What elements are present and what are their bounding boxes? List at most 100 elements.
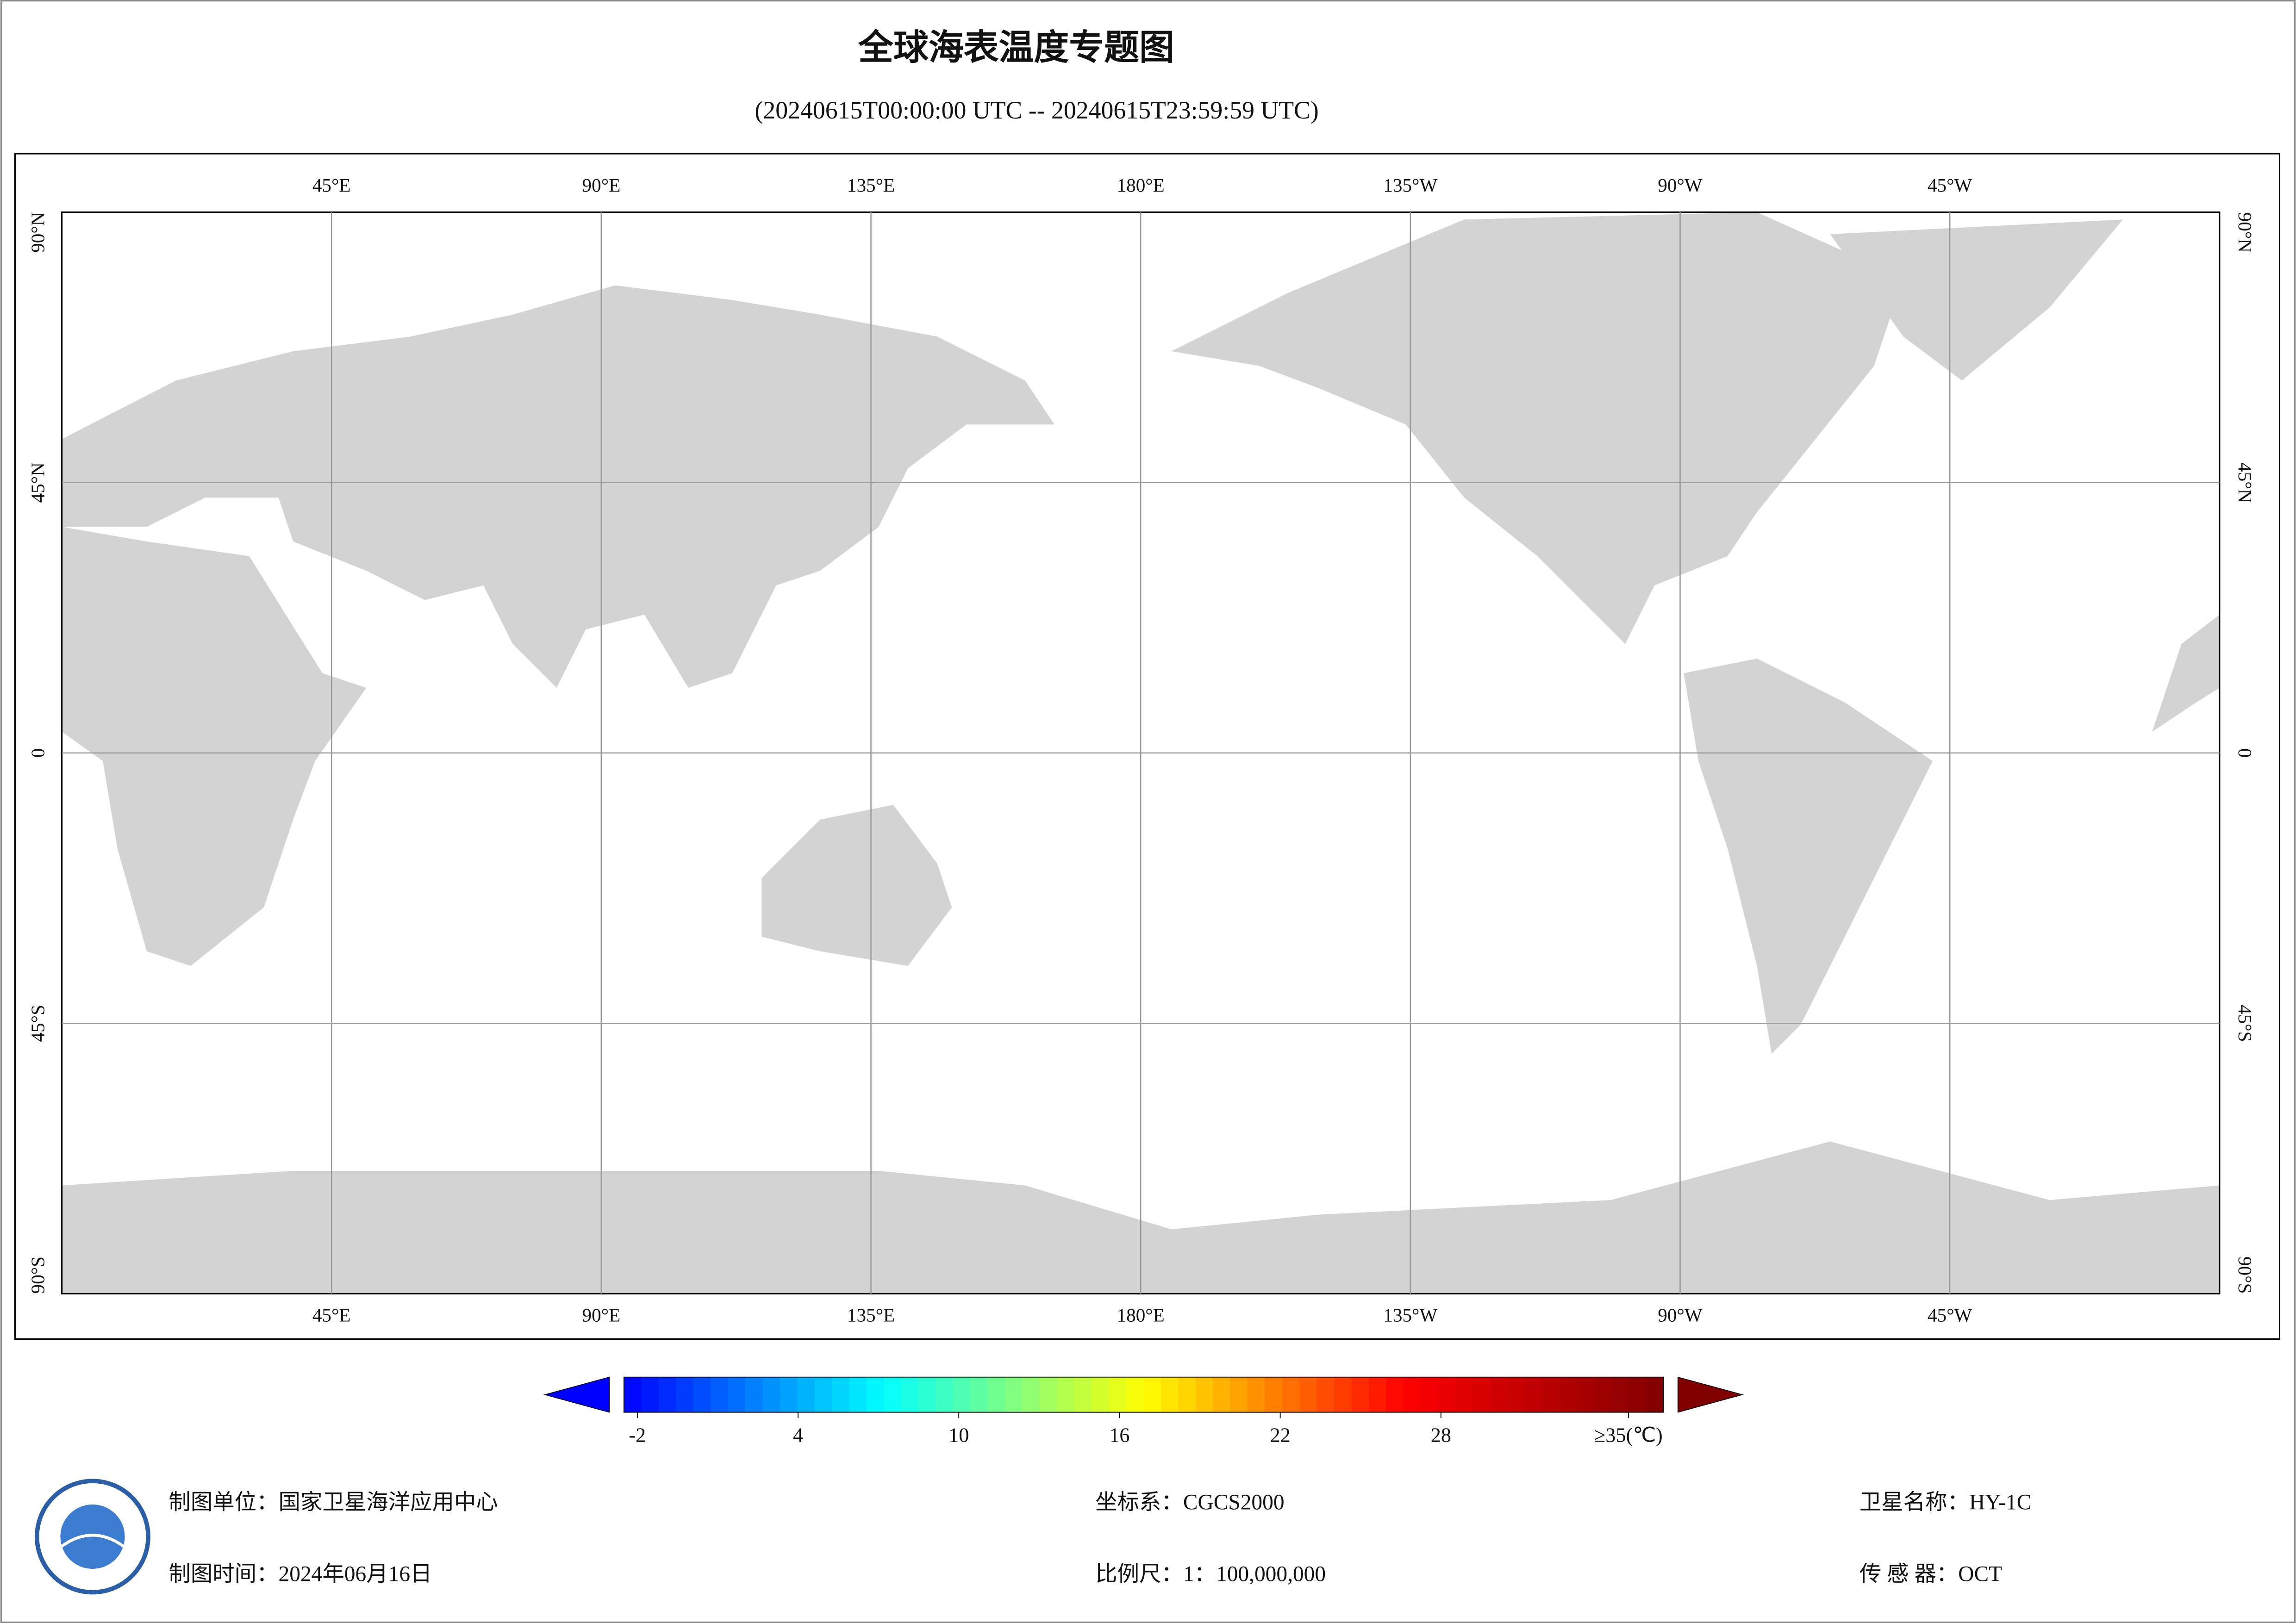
colorbar-cell bbox=[1057, 1377, 1075, 1412]
colorbar-cell bbox=[658, 1377, 677, 1412]
subtitle: (20240615T00:00:00 UTC -- 20240615T23:59… bbox=[755, 96, 1319, 124]
colorbar-cell bbox=[1316, 1377, 1335, 1412]
colorbar-cell bbox=[1455, 1377, 1473, 1412]
west-africa bbox=[2152, 615, 2220, 732]
colorbar-label: 16 bbox=[1109, 1424, 1129, 1447]
colorbar-cell bbox=[1507, 1377, 1526, 1412]
map-frame bbox=[14, 153, 2281, 1340]
colorbar-cell bbox=[901, 1377, 919, 1412]
colorbar-label: ≥35(℃) bbox=[1594, 1424, 1663, 1447]
colorbar-cell bbox=[1074, 1377, 1092, 1412]
title: 全球海表温度专题图 bbox=[858, 27, 1174, 68]
logo-wave bbox=[58, 1534, 127, 1550]
colorbar-cell bbox=[1092, 1377, 1110, 1412]
colorbar-cell bbox=[1126, 1377, 1144, 1412]
colorbar-cell bbox=[676, 1377, 694, 1412]
colorbar-cell bbox=[1438, 1377, 1456, 1412]
colorbar-label: 4 bbox=[793, 1424, 803, 1447]
colorbar-cell bbox=[710, 1377, 729, 1412]
lon-label-bottom: 180°E bbox=[1117, 1305, 1165, 1326]
colorbar-cell bbox=[1299, 1377, 1317, 1412]
lon-label-bottom: 90°E bbox=[582, 1305, 621, 1326]
colorbar-cell bbox=[1178, 1377, 1197, 1412]
colorbar-cell bbox=[831, 1377, 850, 1412]
colorbar-cell bbox=[1611, 1377, 1629, 1412]
colorbar-cell bbox=[936, 1377, 954, 1412]
colorbar-cell bbox=[1628, 1377, 1647, 1412]
australia bbox=[761, 805, 952, 966]
colorbar-cell bbox=[745, 1377, 763, 1412]
footer-item: 传 感 器：OCT bbox=[1859, 1562, 2002, 1586]
colorbar-cell bbox=[1160, 1377, 1179, 1412]
lat-label-right: 90°N bbox=[2234, 212, 2256, 253]
colorbar-cell bbox=[1143, 1377, 1162, 1412]
colorbar-cell bbox=[1265, 1377, 1283, 1412]
colorbar-cell bbox=[987, 1377, 1006, 1412]
colorbar-cell bbox=[1524, 1377, 1543, 1412]
colorbar-label: 28 bbox=[1431, 1424, 1451, 1447]
colorbar-cell bbox=[918, 1377, 936, 1412]
africa bbox=[62, 527, 367, 966]
colorbar-over-arrow bbox=[1677, 1376, 1744, 1413]
colorbar-cell bbox=[1542, 1377, 1560, 1412]
colorbar-cell bbox=[1109, 1377, 1127, 1412]
lon-label-top: 135°W bbox=[1383, 174, 1437, 196]
lat-label-left: 0 bbox=[27, 748, 49, 758]
colorbar-label: -2 bbox=[629, 1424, 646, 1447]
colorbar-cell bbox=[884, 1377, 902, 1412]
colorbar-cell bbox=[1248, 1377, 1266, 1412]
south-america bbox=[1684, 659, 1933, 1054]
colorbar-cell bbox=[1594, 1377, 1612, 1412]
colorbar-cell bbox=[970, 1377, 988, 1412]
colorbar-label: 22 bbox=[1270, 1424, 1291, 1447]
footer-item: 卫星名称：HY-1C bbox=[1859, 1491, 2031, 1515]
colorbar-border bbox=[623, 1376, 1664, 1413]
colorbar-cell bbox=[1351, 1377, 1370, 1412]
colorbar-cell bbox=[1334, 1377, 1352, 1412]
colorbar-label: 10 bbox=[948, 1424, 969, 1447]
lat-label-right: 45°S bbox=[2234, 1005, 2256, 1042]
lon-label-top: 90°E bbox=[582, 174, 621, 196]
colorbar-cell bbox=[1005, 1377, 1023, 1412]
colorbar-cell bbox=[814, 1377, 833, 1412]
lon-label-bottom: 90°W bbox=[1658, 1305, 1703, 1326]
lon-label-top: 45°W bbox=[1928, 174, 1972, 196]
lat-label-left: 45°N bbox=[27, 462, 49, 503]
lon-label-top: 135°E bbox=[847, 174, 895, 196]
greenland bbox=[1830, 219, 2123, 381]
colorbar-cell bbox=[1403, 1377, 1422, 1412]
lat-label-right: 45°N bbox=[2234, 462, 2256, 503]
lat-label-left: 90°S bbox=[27, 1256, 49, 1293]
colorbar-cell bbox=[1213, 1377, 1231, 1412]
lon-label-bottom: 135°E bbox=[847, 1305, 895, 1326]
lon-label-bottom: 45°W bbox=[1928, 1305, 1972, 1326]
lat-label-right: 90°S bbox=[2234, 1256, 2256, 1293]
colorbar-cell bbox=[849, 1377, 867, 1412]
colorbar-cell bbox=[1022, 1377, 1041, 1412]
colorbar-cell bbox=[624, 1377, 642, 1412]
lon-label-bottom: 45°E bbox=[312, 1305, 351, 1326]
north-america bbox=[1171, 212, 1903, 644]
colorbar-cell bbox=[728, 1377, 746, 1412]
logo bbox=[35, 1479, 150, 1595]
colorbar-cell bbox=[1490, 1377, 1508, 1412]
lat-label-left: 45°S bbox=[27, 1005, 49, 1042]
lon-label-top: 180°E bbox=[1117, 174, 1165, 196]
colorbar-cell bbox=[1368, 1377, 1387, 1412]
colorbar-cell bbox=[1559, 1377, 1578, 1412]
colorbar-cell bbox=[641, 1377, 659, 1412]
lat-label-right: 0 bbox=[2234, 748, 2256, 758]
colorbar-cell bbox=[1386, 1377, 1404, 1412]
colorbar-cell bbox=[780, 1377, 798, 1412]
colorbar-cell bbox=[1472, 1377, 1491, 1412]
colorbar-cell bbox=[1646, 1377, 1664, 1412]
colorbar-cell bbox=[953, 1377, 971, 1412]
colorbar-cell bbox=[1230, 1377, 1248, 1412]
footer-item: 制图单位：国家卫星海洋应用中心 bbox=[168, 1491, 498, 1515]
footer-item: 比例尺：1：100,000,000 bbox=[1095, 1562, 1326, 1586]
lon-label-top: 90°W bbox=[1658, 174, 1703, 196]
lon-label-bottom: 135°W bbox=[1383, 1305, 1437, 1326]
colorbar-cell bbox=[762, 1377, 780, 1412]
colorbar-cell bbox=[797, 1377, 815, 1412]
